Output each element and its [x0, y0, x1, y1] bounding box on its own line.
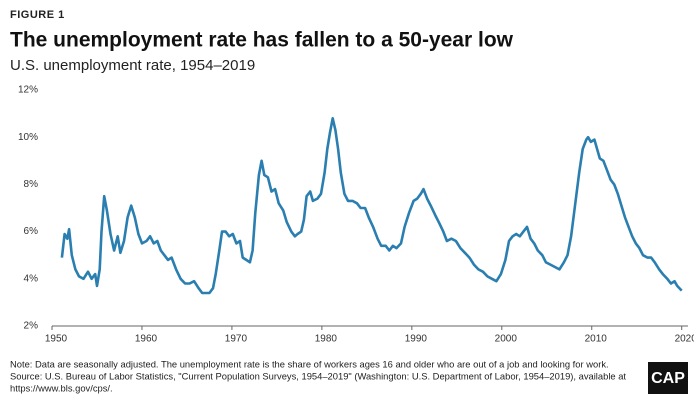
- x-tick-label: 2000: [495, 334, 518, 345]
- figure-label: FIGURE 1: [10, 9, 65, 21]
- x-tick-label: 2010: [585, 334, 608, 345]
- note: https://www.bls.gov/cps/.: [10, 382, 113, 393]
- chart-title: The unemployment rate has fallen to a 50…: [10, 29, 514, 52]
- logo: CAP: [651, 370, 685, 387]
- y-tick-label: 12%: [18, 85, 38, 96]
- note: Note: Data are seasonally adjusted. The …: [10, 358, 609, 369]
- line-series: [60, 117, 683, 295]
- x-tick-label: 1970: [225, 334, 248, 345]
- logo-box: [648, 362, 688, 394]
- y-tick-label: 10%: [18, 132, 38, 143]
- note: Source: U.S. Bureau of Labor Statistics,…: [10, 370, 626, 381]
- y-tick-label: 2%: [24, 321, 39, 332]
- x-tick-label: 1980: [315, 334, 338, 345]
- x-tick-label: 1990: [405, 334, 428, 345]
- chart-subtitle: U.S. unemployment rate, 1954–2019: [10, 57, 255, 74]
- y-tick-label: 4%: [24, 273, 39, 284]
- x-tick-label: 2020: [675, 334, 694, 345]
- x-tick-label: 1960: [135, 334, 158, 345]
- x-tick-label: 1950: [45, 334, 68, 345]
- y-tick-label: 6%: [24, 226, 39, 237]
- y-tick-label: 8%: [24, 179, 39, 190]
